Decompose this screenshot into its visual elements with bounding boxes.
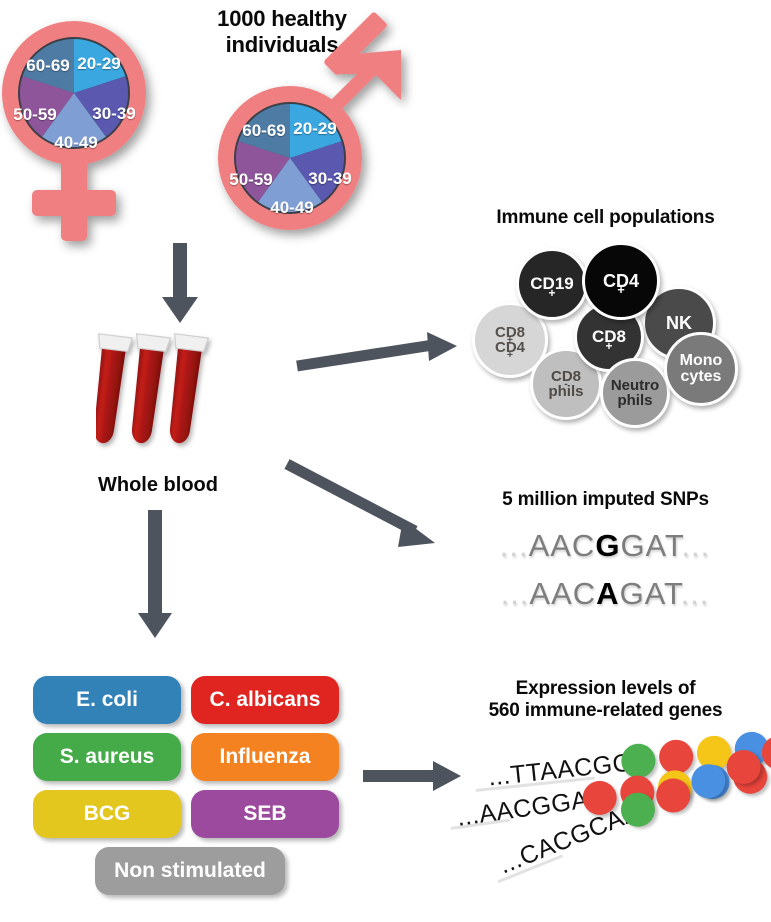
cell-bubble-cd4p: CD4 + [582,242,660,320]
expression-section-title: Expression levels of 560 immune-related … [440,678,771,723]
tube-2 [131,333,172,444]
stimulation-chip-influenza[interactable]: Influenza [191,733,339,781]
pie-slice-label-30-39: 30-39 [308,169,352,188]
stimulation-label: C. albicans [209,688,321,711]
blood-tubes-illustration [93,330,226,470]
snp-suffix-ellipsis: ... [680,576,710,611]
pie-slice-label-40-49: 40-49 [270,198,314,217]
stimulation-chip-e-coli[interactable]: E. coli [33,676,181,724]
cell-label-line1: CD8 + [591,327,626,353]
male-symbol: 20-29 30-39 40-49 50-59 60-69 [205,12,425,244]
cell-bubble-neutrophils: Neutro phils [600,358,670,428]
immune-cell-cluster: CD8 + CD4 + CD19 + CD4 + NK CD8 + CD8- phils … [460,240,771,432]
cell-bubble-cd19p: CD19 + [516,248,588,320]
pie-slice-label-60-69: 60-69 [26,56,70,75]
cell-label-line1: Mono [679,351,723,369]
pie-slice-label-20-29: 20-29 [293,119,337,138]
arrow-stimuli-to-expression [363,758,463,794]
pie-slice-label-50-59: 50-59 [13,105,57,124]
expression-title-line1: Expression levels of [515,678,696,699]
snp-sequence-row: ...AACGGAT... [455,528,755,564]
pie-slice-label-60-69: 60-69 [242,121,286,140]
cell-label-line1: CD8- [550,367,581,390]
cell-label-line2: phils [617,392,653,409]
tube-1 [93,333,134,444]
whole-blood-label: Whole blood [98,474,218,496]
stimulation-chip-non-stimulated[interactable]: Non stimulated [95,847,285,895]
stimulation-label: S. aureus [59,745,155,768]
stimulation-chip-bcg[interactable]: BCG [33,790,181,838]
expression-title-line2: 560 immune-related genes [488,700,723,722]
cell-label-line1: CD4 + [602,270,639,298]
snp-variant-base: G [595,528,621,563]
snp-left-bases: AAC [528,528,596,563]
snp-right-bases: GAT [620,528,682,563]
snp-suffix-ellipsis: ... [681,528,711,563]
snp-right-bases: GAT [619,576,681,611]
stimulation-chip-s-aureus[interactable]: S. aureus [33,733,181,781]
snp-sequence-row: ...AACAGAT... [455,576,755,612]
arrow-blood-to-stimuli [135,510,175,640]
snp-prefix-ellipsis: ... [499,528,529,563]
cell-label-line2: CD4 + [494,339,525,362]
arrow-blood-to-immune [295,330,460,380]
stimulation-chip-c-albicans[interactable]: C. albicans [191,676,339,724]
pie-slice-label-40-49: 40-49 [54,133,98,152]
male-age-pie [235,103,345,213]
stimulation-label: E. coli [76,688,138,711]
cell-label-line1: Neutro [610,376,660,394]
cell-bubble-monocytes: Mono cytes [664,332,738,406]
tube-3 [169,333,210,444]
cell-label-line2: phils [548,383,584,400]
stimulation-chip-seb[interactable]: SEB [191,790,339,838]
cell-label-line1: CD8 + [494,323,525,346]
cell-label-line1: NK [666,312,692,333]
stimulation-label: Influenza [219,745,311,768]
snp-sequence-block: ...AACGGAT... ...AACAGAT... [455,528,755,612]
pie-slice-label-20-29: 20-29 [77,54,121,73]
arrow-blood-to-snps [284,455,450,555]
arrow-cohort-to-blood [160,243,200,325]
cell-label-line1: CD19 + [530,274,574,300]
pie-slice-label-30-39: 30-39 [92,104,136,123]
stimulation-label: BCG [83,802,131,825]
pie-slice-label-50-59: 50-59 [229,170,273,189]
cell-label-line2: cytes [680,368,722,385]
rna-strands-illustration: ...TTAACGG ...AACGGAT ...CACGCAA [450,726,771,915]
female-symbol: 20-29 30-39 40-49 50-59 60-69 [2,14,206,244]
page-title: 1000 healthy individuals [217,6,347,57]
stimulation-label: SEB [243,802,287,825]
snp-variant-base: A [596,576,620,611]
snp-left-bases: AAC [529,576,597,611]
snp-prefix-ellipsis: ... [500,576,530,611]
snp-section-title: 5 million imputed SNPs [502,489,709,510]
female-age-pie [19,38,129,148]
immune-section-title: Immune cell populations [496,207,715,228]
stimulation-label: Non stimulated [114,859,266,882]
